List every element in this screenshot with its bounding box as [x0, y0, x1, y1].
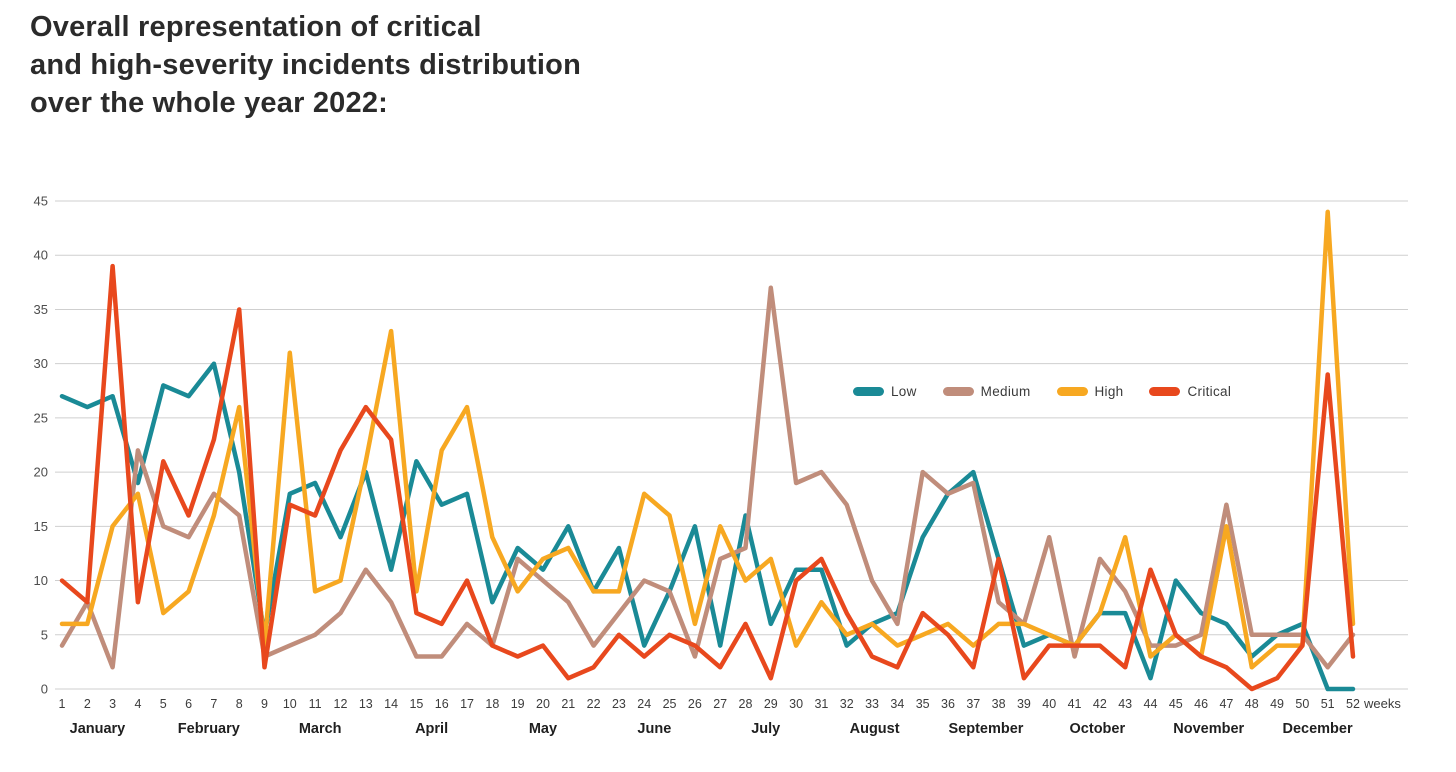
y-axis-tick-label: 25	[34, 410, 48, 425]
week-number-label: 51	[1321, 697, 1335, 711]
week-number-label: 22	[587, 697, 601, 711]
week-number-label: 11	[309, 697, 322, 711]
week-number-label: 48	[1245, 697, 1259, 711]
week-number-label: 20	[536, 697, 550, 711]
week-number-label: 31	[814, 697, 828, 711]
month-label-november: November	[1173, 721, 1244, 737]
week-number-label: 30	[789, 697, 803, 711]
week-number-label: 39	[1017, 697, 1031, 711]
week-number-label: 45	[1169, 697, 1183, 711]
week-number-label: 19	[511, 697, 525, 711]
week-number-label: 15	[409, 697, 423, 711]
week-number-label: 52	[1346, 697, 1360, 711]
week-number-label: 3	[109, 697, 116, 711]
month-label-september: September	[948, 721, 1023, 737]
legend-item-critical: Critical	[1149, 384, 1231, 399]
week-number-label: 37	[966, 697, 980, 711]
chart-title-line-1: Overall representation of critical	[30, 11, 482, 43]
y-axis-tick-label: 0	[41, 682, 48, 697]
week-number-label: 40	[1042, 697, 1056, 711]
week-number-label: 1	[59, 697, 66, 711]
week-number-label: 2	[84, 697, 91, 711]
legend-item-low: Low	[853, 384, 917, 399]
week-number-label: 41	[1068, 697, 1082, 711]
week-number-label: 44	[1144, 697, 1158, 711]
month-label-july: July	[751, 721, 780, 737]
month-label-august: August	[850, 721, 900, 737]
week-number-label: 46	[1194, 697, 1208, 711]
week-number-label: 26	[688, 697, 702, 711]
legend-swatch-high-icon	[1056, 387, 1088, 396]
chart-title-line-3: over the whole year 2022:	[30, 87, 388, 119]
week-number-label: 29	[764, 697, 778, 711]
y-axis-tick-label: 15	[34, 519, 48, 534]
legend-label-high: High	[1094, 384, 1124, 399]
legend-label-medium: Medium	[980, 384, 1031, 399]
legend-swatch-critical-icon	[1149, 387, 1181, 396]
week-number-label: 9	[261, 697, 268, 711]
legend-label-critical: Critical	[1187, 384, 1232, 399]
month-label-march: March	[299, 721, 342, 737]
week-number-label: 25	[663, 697, 677, 711]
week-number-label: 12	[334, 697, 348, 711]
series-line-high	[59, 209, 1356, 670]
week-number-label: 47	[1219, 697, 1233, 711]
week-number-label: 38	[992, 697, 1006, 711]
month-label-june: June	[637, 721, 671, 737]
week-number-label: 34	[890, 697, 904, 711]
week-number-label: 18	[485, 697, 499, 711]
week-number-label: 4	[134, 697, 141, 711]
month-label-january: January	[70, 721, 126, 737]
y-axis-tick-label: 45	[34, 194, 48, 209]
week-number-label: 6	[185, 697, 192, 711]
y-axis-tick-label: 30	[34, 356, 48, 371]
legend-swatch-low-icon	[853, 387, 884, 396]
chart-title: Overall representation of critical and h…	[30, 8, 581, 122]
month-label-may: May	[529, 721, 557, 737]
y-axis-tick-label: 10	[34, 573, 48, 588]
week-number-label: 50	[1295, 697, 1309, 711]
week-number-label: 5	[160, 697, 167, 711]
week-number-label: 14	[384, 697, 398, 711]
month-label-december: December	[1283, 721, 1353, 737]
legend-label-low: Low	[891, 384, 917, 399]
series-line-critical	[59, 263, 1356, 692]
month-label-february: February	[178, 721, 240, 737]
week-number-label: 43	[1118, 697, 1132, 711]
week-number-label: 8	[236, 697, 243, 711]
week-number-label: 17	[460, 697, 474, 711]
y-axis-tick-label: 5	[41, 627, 48, 642]
legend-item-high: High	[1056, 384, 1124, 399]
week-number-label: 16	[435, 697, 449, 711]
chart-title-line-2: and high-severity incidents distribution	[30, 49, 581, 81]
week-number-label: 23	[612, 697, 626, 711]
week-number-label: 21	[561, 697, 575, 711]
y-axis-tick-label: 40	[34, 248, 48, 263]
series-line-low	[59, 361, 1356, 692]
week-number-label: 7	[210, 697, 217, 711]
week-number-label: 36	[941, 697, 955, 711]
week-number-label: 49	[1270, 697, 1284, 711]
week-number-label: 35	[916, 697, 930, 711]
week-number-label: 27	[713, 697, 727, 711]
weeks-axis-label: weeks	[1363, 696, 1401, 711]
week-number-label: 33	[865, 697, 879, 711]
y-axis-tick-label: 35	[34, 302, 48, 317]
week-number-label: 13	[359, 697, 373, 711]
legend-swatch-medium-icon	[942, 387, 974, 396]
week-number-label: 10	[283, 697, 297, 711]
chart-legend: Low Medium High Critical	[853, 384, 1231, 399]
series-line-medium	[59, 285, 1356, 670]
month-label-april: April	[415, 721, 448, 737]
month-label-october: October	[1070, 721, 1126, 737]
y-axis-tick-label: 20	[34, 465, 48, 480]
week-number-label: 42	[1093, 697, 1107, 711]
week-number-label: 28	[739, 697, 753, 711]
week-number-label: 32	[840, 697, 854, 711]
legend-item-medium: Medium	[942, 384, 1031, 399]
week-number-label: 24	[637, 697, 651, 711]
